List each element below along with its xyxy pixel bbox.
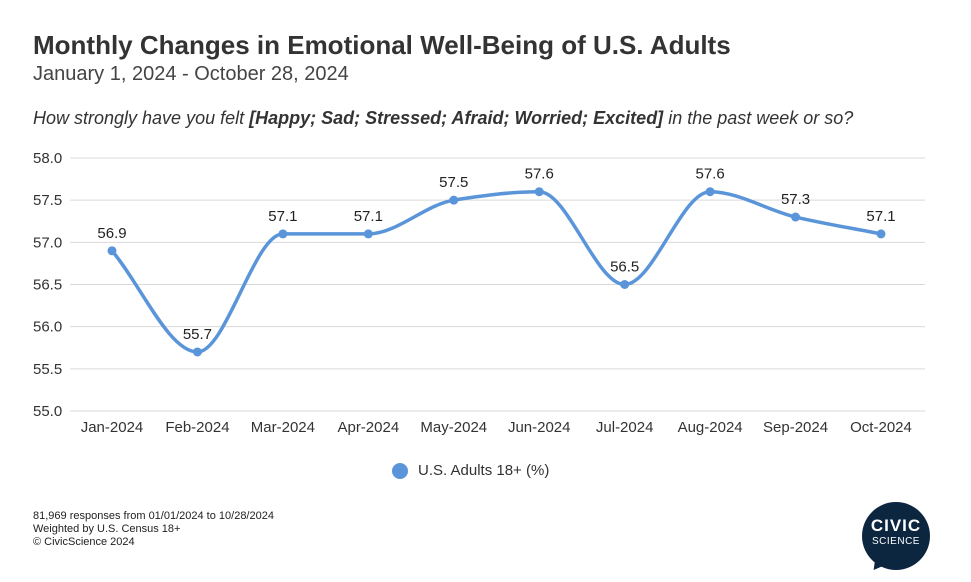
data-point — [620, 280, 630, 289]
legend-marker-icon — [392, 462, 408, 479]
x-tick-label: May-2024 — [420, 419, 487, 436]
data-label: 56.5 — [610, 259, 639, 276]
footnote-copyright: © CivicScience 2024 — [33, 536, 135, 548]
question-text-after: in the past week or so? — [663, 108, 854, 128]
y-tick-label: 58.0 — [33, 150, 62, 167]
question-text-before: How strongly have you felt — [33, 108, 250, 128]
footnote-responses: 81,969 responses from 01/01/2024 to 10/2… — [33, 510, 274, 522]
footnotes: 81,969 responses from 01/01/2024 to 10/2… — [33, 510, 274, 549]
survey-question: How strongly have you felt [Happy; Sad; … — [33, 108, 853, 129]
question-text-options: [Happy; Sad; Stressed; Afraid; Worried; … — [249, 108, 664, 128]
series-line-us-adults — [110, 189, 882, 354]
data-label: 55.7 — [183, 326, 212, 343]
x-tick-label: Aug-2024 — [678, 419, 743, 436]
chart-legend: U.S. Adults 18+ (%) — [392, 462, 549, 479]
logo-text-civic: CIVIC — [870, 516, 922, 535]
chart-subtitle: January 1, 2024 - October 28, 2024 — [33, 63, 349, 85]
footnote-weighting: Weighted by U.S. Census 18+ — [33, 523, 181, 535]
data-point — [705, 187, 715, 197]
chart-title: Monthly Changes in Emotional Well-Being … — [33, 30, 731, 60]
data-point — [791, 212, 801, 222]
x-tick-label: Jul-2024 — [596, 419, 654, 436]
data-label: 57.1 — [866, 208, 895, 225]
x-tick-label: Jan-2024 — [81, 419, 144, 436]
data-label: 57.6 — [525, 166, 554, 183]
data-label: 57.6 — [696, 166, 725, 183]
data-point — [107, 246, 117, 256]
data-point — [363, 229, 373, 239]
data-point — [192, 347, 202, 357]
logo-badge — [862, 502, 930, 570]
data-point — [449, 195, 459, 205]
civicscience-logo: CIVIC SCIENCE — [862, 502, 934, 576]
legend-label: U.S. Adults 18+ (%) — [418, 462, 550, 479]
x-tick-label: Sep-2024 — [763, 419, 828, 436]
data-point — [876, 229, 886, 239]
data-label: 57.5 — [439, 174, 468, 191]
data-label: 56.9 — [97, 225, 126, 242]
y-tick-label: 55.5 — [33, 361, 62, 378]
data-point — [278, 229, 288, 239]
y-tick-label: 55.0 — [33, 403, 62, 420]
data-label: 57.1 — [268, 208, 297, 225]
data-label: 57.3 — [781, 191, 810, 208]
x-tick-label: Mar-2024 — [251, 419, 315, 436]
x-tick-label: Apr-2024 — [337, 419, 399, 436]
x-tick-label: Oct-2024 — [850, 419, 912, 436]
data-label: 57.1 — [354, 208, 383, 225]
data-point — [534, 187, 544, 197]
y-tick-label: 57.0 — [33, 234, 62, 251]
x-tick-label: Feb-2024 — [165, 419, 229, 436]
y-tick-label: 57.5 — [33, 192, 62, 209]
y-tick-label: 56.0 — [33, 319, 62, 336]
x-tick-label: Jun-2024 — [508, 419, 571, 436]
y-tick-label: 56.5 — [33, 277, 62, 294]
logo-text-science: SCIENCE — [872, 536, 920, 547]
